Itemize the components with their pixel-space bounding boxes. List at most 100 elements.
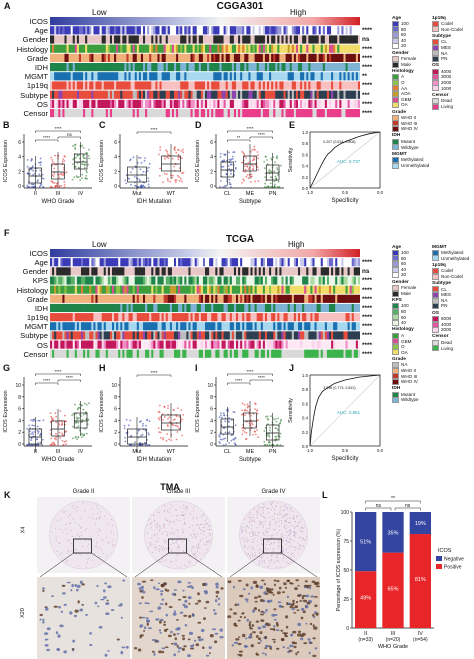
heatmap-cell: [161, 331, 164, 340]
heatmap-cell: [122, 63, 125, 72]
row-label-1p19q: 1p19q: [26, 313, 48, 323]
heatmap-cell: [122, 322, 125, 331]
legend-item: NA: [432, 297, 474, 304]
heatmap-cell: [304, 53, 307, 62]
heatmap-cell: [304, 313, 307, 322]
heatmap-cell: [58, 331, 61, 340]
heatmap-cell: [196, 81, 200, 90]
heatmap-cell: [124, 90, 127, 99]
data-point: [80, 404, 83, 407]
heatmap-cell: [281, 258, 284, 267]
heatmap-cell: [275, 35, 278, 44]
legend-swatch: [392, 349, 399, 356]
heatmap-cell: [246, 276, 249, 285]
cell-dot: [192, 516, 194, 518]
data-point: [165, 439, 168, 442]
heatmap-cell: [155, 322, 158, 331]
heatmap-cell: [72, 276, 76, 285]
heatmap-row-histology: [50, 285, 360, 294]
cell-dot: [70, 514, 72, 516]
heatmap-cell: [205, 99, 208, 108]
heatmap-cell: [295, 340, 299, 349]
cell-dot: [164, 561, 166, 563]
heatmap-cell: [283, 35, 286, 44]
heatmap-cell: [182, 340, 185, 349]
heatmap-cell: [202, 276, 206, 285]
heatmap-cell: [202, 26, 206, 35]
data-point: [146, 170, 149, 172]
heatmap-cell: [72, 81, 76, 90]
cell-dot: [51, 531, 53, 533]
heatmap-cell: [161, 340, 164, 349]
heatmap-cell: [85, 322, 88, 331]
heatmap-cell: [260, 285, 264, 294]
heatmap-cell: [246, 35, 249, 44]
heatmap-cell: [219, 276, 222, 285]
heatmap-cell: [357, 90, 360, 99]
heatmap-cell: [147, 26, 150, 35]
cell-dot: [184, 523, 186, 525]
row-significance: ****: [362, 45, 372, 53]
heatmap-cell: [147, 322, 150, 331]
heatmap-cell: [180, 72, 183, 81]
heatmap-cell: [138, 340, 142, 349]
heatmap-cell: [260, 109, 264, 118]
heatmap-cell: [188, 349, 191, 358]
heatmap-cell: [200, 72, 204, 81]
data-point: [31, 444, 33, 446]
heatmap-cell: [101, 313, 105, 322]
heatmap-cell: [54, 109, 57, 118]
heatmap-cell: [192, 313, 195, 322]
heatmap-cell: [242, 258, 245, 267]
heatmap-cell: [304, 276, 307, 285]
heatmap-cell: [308, 63, 311, 72]
heatmap-cell: [153, 26, 156, 35]
heatmap-cell: [101, 294, 105, 303]
heatmap-cell: [324, 90, 328, 99]
heatmap-cell: [159, 258, 162, 267]
heatmap-cell: [349, 99, 353, 108]
heatmap-cell: [50, 63, 53, 72]
heatmap-cell: [91, 90, 94, 99]
heatmap-cell: [256, 63, 260, 72]
heatmap-cell: [157, 63, 160, 72]
cell-dot: [155, 524, 157, 526]
heatmap-cell: [250, 72, 253, 81]
data-point: [74, 156, 77, 159]
heatmap-cell: [322, 267, 326, 276]
heatmap-cell: [192, 331, 195, 340]
data-point: [252, 413, 255, 415]
heatmap-cell: [207, 258, 210, 267]
cell-dot: [153, 544, 155, 545]
heatmap-cell: [262, 313, 266, 322]
nucleus: [116, 638, 120, 641]
heatmap-cell: [275, 276, 278, 285]
heatmap-cell: [209, 63, 212, 72]
heatmap-cell: [155, 63, 158, 72]
heatmap-cell: [52, 99, 55, 108]
heatmap-cell: [329, 26, 332, 35]
legend-label: Unmethylated: [441, 255, 470, 261]
heatmap-cell: [138, 81, 142, 90]
heatmap-cell: [324, 285, 328, 294]
y-axis-label: Sensitivity: [288, 398, 294, 423]
heatmap-cell: [316, 313, 319, 322]
heatmap-cell: [271, 44, 274, 53]
heatmap-cell: [209, 44, 212, 53]
legend-label: 80: [401, 255, 407, 261]
heatmap-cell: [118, 81, 121, 90]
heatmap-cell: [236, 349, 239, 358]
cell-dot: [101, 549, 103, 551]
data-point: [250, 414, 252, 417]
cell-dot: [166, 509, 168, 511]
heatmap-cell: [349, 63, 353, 72]
cell-dot: [94, 553, 96, 555]
heatmap-cell: [357, 72, 360, 81]
data-point: [270, 170, 272, 172]
cell-dot: [164, 542, 166, 544]
heatmap-cell: [223, 72, 226, 81]
heatmap-cell: [293, 99, 297, 108]
heatmap-cell: [331, 99, 334, 108]
heatmap-cell: [78, 276, 82, 285]
heatmap-cell: [54, 267, 57, 276]
